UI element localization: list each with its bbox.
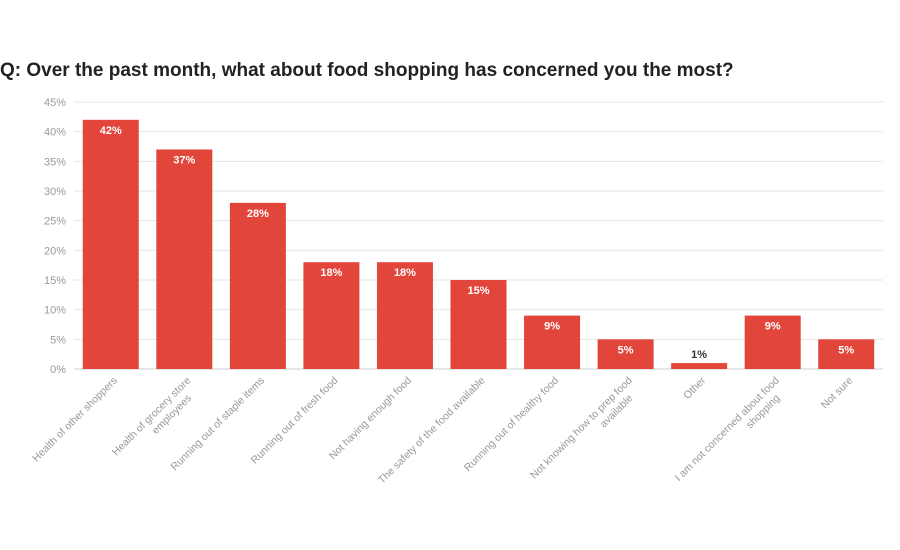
y-tick-label: 30% <box>44 186 66 198</box>
x-tick-label: Not having enough food <box>327 375 414 462</box>
bar <box>156 149 213 369</box>
bar <box>82 119 139 369</box>
bar <box>524 315 581 369</box>
chart-title: Q: Over the past month, what about food … <box>0 60 734 81</box>
y-tick-label: 45% <box>44 97 66 109</box>
x-tick-label: Health of other shoppers <box>30 375 120 465</box>
data-label: 28% <box>247 208 269 220</box>
bar <box>229 202 286 369</box>
data-label: 1% <box>691 349 707 361</box>
data-label: 9% <box>765 321 781 333</box>
y-tick-label: 0% <box>50 364 66 376</box>
bar <box>597 339 654 369</box>
data-label: 42% <box>100 125 122 137</box>
data-label: 5% <box>838 344 854 356</box>
x-tick-label: Other <box>681 374 708 401</box>
y-tick-label: 25% <box>44 216 66 228</box>
y-tick-label: 35% <box>44 156 66 168</box>
y-tick-label: 10% <box>44 305 66 317</box>
bar <box>303 262 360 369</box>
y-tick-label: 5% <box>50 334 66 346</box>
bar <box>818 339 875 369</box>
bar <box>744 315 801 369</box>
x-tick-label: Not sure <box>819 375 856 412</box>
bar <box>671 363 728 369</box>
bar <box>450 280 507 369</box>
data-label: 18% <box>394 267 416 279</box>
data-label: 5% <box>618 344 634 356</box>
data-label: 37% <box>173 154 195 166</box>
data-label: 18% <box>320 267 342 279</box>
data-label: 15% <box>467 285 489 297</box>
y-tick-label: 40% <box>44 127 66 139</box>
y-tick-label: 20% <box>44 245 66 257</box>
bar <box>376 262 433 369</box>
data-label: 9% <box>544 321 560 333</box>
y-tick-label: 15% <box>44 275 66 287</box>
